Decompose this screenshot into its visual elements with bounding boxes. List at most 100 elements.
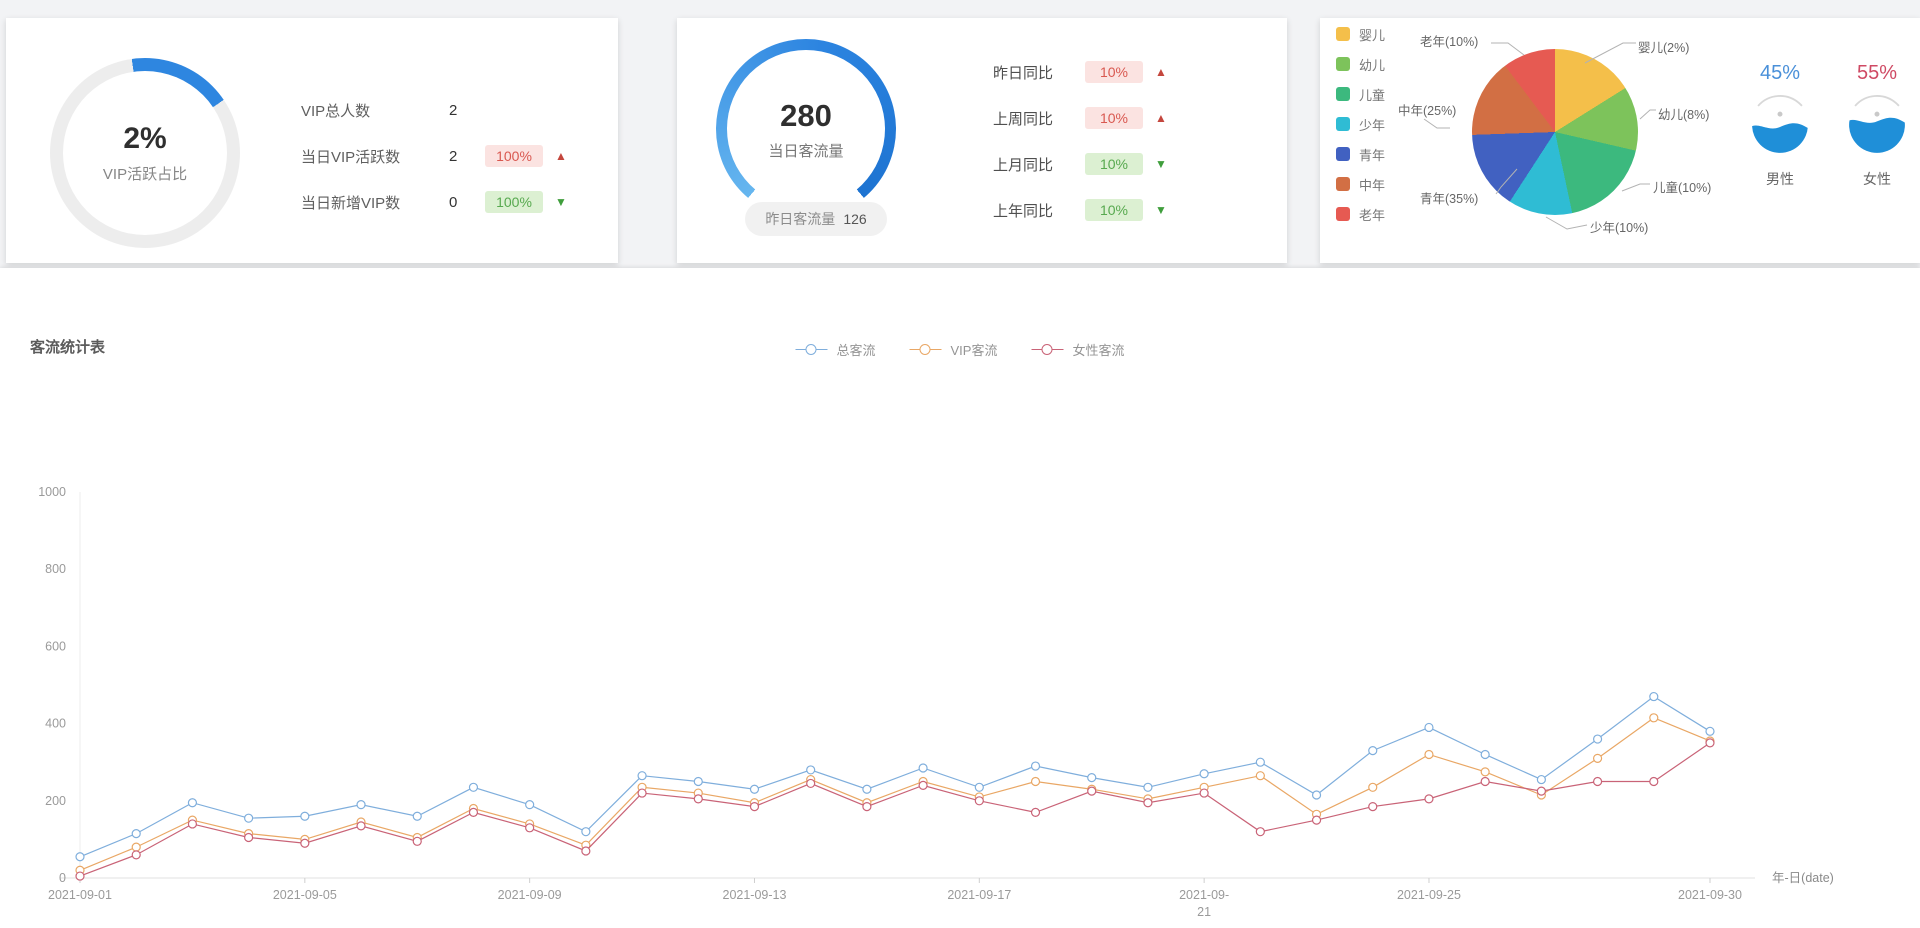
stat-value: 2 xyxy=(449,101,458,119)
vip-stats-list: VIP总人数 2 当日VIP活跃数 2 100% ▲ 当日新增VIP数 0 100% ▼ xyxy=(301,98,567,236)
pie-label-青年: 青年(35%) xyxy=(1420,192,1479,206)
yesterday-traffic-label: 昨日客流量 xyxy=(765,211,836,227)
gender-percent: 55% xyxy=(1856,62,1898,84)
pie-label-幼儿: 幼儿(8%) xyxy=(1658,108,1710,122)
legend-swatch xyxy=(1336,27,1350,41)
chart-legend-item-女性客流[interactable]: 女性客流 xyxy=(1031,340,1125,359)
traffic-comparison-list: 昨日同比 10% ▲ 上周同比 10% ▲ 上月同比 10% ▼ 上年同比 10% ▼ xyxy=(993,60,1167,244)
comparison-row: 上月同比 10% ▼ xyxy=(993,152,1167,176)
pie-label-中年: 中年(25%) xyxy=(1398,104,1457,118)
legend-label: VIP客流 xyxy=(950,343,998,358)
comparison-label: 昨日同比 xyxy=(993,64,1054,82)
pie-label-婴儿: 婴儿(2%) xyxy=(1638,41,1690,55)
legend-swatch xyxy=(1336,207,1350,221)
age-legend-item-婴儿[interactable]: 婴儿 xyxy=(1336,27,1386,43)
line-chart-legend: 总客流 VIP客流 女性客流 xyxy=(795,340,1125,359)
gender-gauge-男性: 45% 男性 xyxy=(1734,62,1826,189)
legend-marker xyxy=(795,343,828,356)
age-legend-item-少年[interactable]: 少年 xyxy=(1336,117,1386,133)
age-pie-chart xyxy=(1472,49,1638,215)
traffic-line-chart: 0 200 400 600 800 1000 2021-09-01 2021-09-05 202… xyxy=(38,485,1834,919)
vip-donut-chart: 2% VIP活跃占比 xyxy=(50,58,240,248)
vip-stat-row: VIP总人数 2 xyxy=(301,98,567,122)
daily-traffic-value: 280 xyxy=(780,97,832,133)
legend-label: 总客流 xyxy=(836,343,876,358)
legend-marker xyxy=(1031,343,1064,356)
legend-swatch xyxy=(1336,57,1350,71)
stat-badge: 100% xyxy=(485,191,543,213)
daily-traffic-label: 当日客流量 xyxy=(768,142,844,160)
svg-text:2021-09-13: 2021-09-13 xyxy=(723,888,787,902)
chart-legend-item-VIP客流[interactable]: VIP客流 xyxy=(909,340,998,359)
comparison-row: 上周同比 10% ▲ xyxy=(993,106,1167,130)
vip-stat-row: 当日新增VIP数 0 100% ▼ xyxy=(301,190,567,214)
stat-label: 当日VIP活跃数 xyxy=(301,148,401,166)
comparison-badge: 10% xyxy=(1085,199,1143,221)
legend-label: 老年 xyxy=(1359,207,1386,223)
vip-donut-center: 2% VIP活跃占比 xyxy=(103,122,187,184)
demographics-card: 婴儿 幼儿 儿童 少年 青年 中年 老年 婴儿(2%) 幼儿(8%) 儿童(10%) 少年(10%… xyxy=(1320,18,1920,263)
age-legend-item-老年[interactable]: 老年 xyxy=(1336,207,1386,223)
vip-summary-card: 2% VIP活跃占比 VIP总人数 2 当日VIP活跃数 2 100% ▲ 当日新增VIP数… xyxy=(6,18,618,263)
traffic-gauge-center: 280 当日客流量 xyxy=(768,98,843,161)
svg-text:2021-09-05: 2021-09-05 xyxy=(273,888,337,902)
stat-value: 2 xyxy=(449,147,458,165)
stat-value: 0 xyxy=(449,193,458,211)
legend-label: 青年 xyxy=(1359,147,1386,163)
trend-up-icon: ▲ xyxy=(1155,65,1167,79)
trend-down-icon: ▼ xyxy=(555,195,567,209)
gender-gauge-女性: 55% 女性 xyxy=(1831,62,1920,189)
comparison-label: 上年同比 xyxy=(993,202,1054,220)
comparison-label: 上周同比 xyxy=(993,110,1054,128)
pie-label-少年: 少年(10%) xyxy=(1590,221,1649,235)
liquid-fill-icon xyxy=(1750,95,1810,155)
yesterday-traffic-pill: 昨日客流量 126 xyxy=(745,202,887,236)
gender-percent: 45% xyxy=(1759,62,1801,84)
vip-stat-row: 当日VIP活跃数 2 100% ▲ xyxy=(301,144,567,168)
legend-swatch xyxy=(1336,147,1350,161)
traffic-gauge-chart: 280 当日客流量 xyxy=(716,39,896,219)
svg-text:200: 200 xyxy=(45,794,66,808)
vip-active-percent: 2% xyxy=(123,122,167,155)
svg-text:600: 600 xyxy=(45,639,66,653)
age-pie-legend: 婴儿幼儿儿童少年青年中年老年 xyxy=(1336,27,1385,237)
legend-swatch xyxy=(1336,87,1350,101)
comparison-badge: 10% xyxy=(1085,61,1143,83)
legend-label: 少年 xyxy=(1359,117,1386,133)
gender-label: 男性 xyxy=(1766,171,1794,187)
trend-up-icon: ▲ xyxy=(555,149,567,163)
age-legend-item-幼儿[interactable]: 幼儿 xyxy=(1336,57,1385,73)
age-legend-item-青年[interactable]: 青年 xyxy=(1336,147,1386,163)
comparison-badge: 10% xyxy=(1085,107,1143,129)
trend-up-icon: ▲ xyxy=(1155,111,1167,125)
svg-text:1000: 1000 xyxy=(38,485,66,499)
legend-label: 儿童 xyxy=(1359,87,1386,103)
svg-text:2021-09-25: 2021-09-25 xyxy=(1397,888,1461,902)
stat-label: VIP总人数 xyxy=(301,102,371,120)
legend-label: 女性客流 xyxy=(1072,343,1125,358)
traffic-statistics-card: 客流统计表 总客流 VIP客流 女性客流 0 200 400 600 800 1000 2021… xyxy=(0,268,1920,928)
age-legend-item-中年[interactable]: 中年 xyxy=(1336,177,1386,193)
legend-marker xyxy=(909,343,942,356)
comparison-row: 昨日同比 10% ▲ xyxy=(993,60,1167,84)
svg-text:400: 400 xyxy=(45,717,66,731)
comparison-row: 上年同比 10% ▼ xyxy=(993,198,1167,222)
age-legend-item-儿童[interactable]: 儿童 xyxy=(1336,87,1386,103)
daily-traffic-card: 280 当日客流量 昨日客流量 126 昨日同比 10% ▲ 上周同比 10% ▲ 上月同比… xyxy=(677,18,1287,263)
legend-circle-icon xyxy=(1041,343,1053,355)
svg-text:年-日(date): 年-日(date) xyxy=(1772,871,1834,885)
liquid-fill-icon xyxy=(1847,95,1907,155)
comparison-badge: 10% xyxy=(1085,153,1143,175)
stat-badge: 100% xyxy=(485,145,543,167)
svg-text:2021-09-30: 2021-09-30 xyxy=(1678,888,1742,902)
legend-label: 婴儿 xyxy=(1359,27,1386,43)
chart-legend-item-总客流[interactable]: 总客流 xyxy=(795,340,876,359)
legend-swatch xyxy=(1336,117,1350,131)
svg-text:800: 800 xyxy=(45,562,66,576)
svg-text:2021-09-: 2021-09- xyxy=(1179,888,1229,902)
comparison-label: 上月同比 xyxy=(993,156,1054,174)
svg-text:0: 0 xyxy=(59,871,66,885)
stat-label: 当日新增VIP数 xyxy=(301,194,401,212)
legend-label: 中年 xyxy=(1359,177,1386,193)
